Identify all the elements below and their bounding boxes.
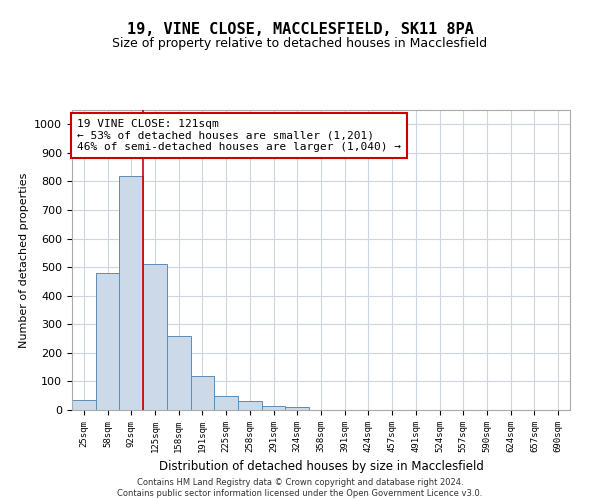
Text: Contains HM Land Registry data © Crown copyright and database right 2024.
Contai: Contains HM Land Registry data © Crown c…: [118, 478, 482, 498]
Bar: [286, 407, 309, 410]
Y-axis label: Number of detached properties: Number of detached properties: [19, 172, 29, 348]
Bar: [96, 273, 119, 410]
Text: Size of property relative to detached houses in Macclesfield: Size of property relative to detached ho…: [112, 38, 488, 51]
Bar: [262, 406, 286, 410]
Bar: [191, 376, 214, 410]
Bar: [214, 396, 238, 410]
X-axis label: Distribution of detached houses by size in Macclesfield: Distribution of detached houses by size …: [158, 460, 484, 473]
Bar: [143, 264, 167, 410]
Bar: [167, 336, 191, 410]
Bar: [72, 400, 96, 410]
Bar: [238, 402, 262, 410]
Text: 19, VINE CLOSE, MACCLESFIELD, SK11 8PA: 19, VINE CLOSE, MACCLESFIELD, SK11 8PA: [127, 22, 473, 38]
Text: 19 VINE CLOSE: 121sqm
← 53% of detached houses are smaller (1,201)
46% of semi-d: 19 VINE CLOSE: 121sqm ← 53% of detached …: [77, 119, 401, 152]
Bar: [119, 176, 143, 410]
